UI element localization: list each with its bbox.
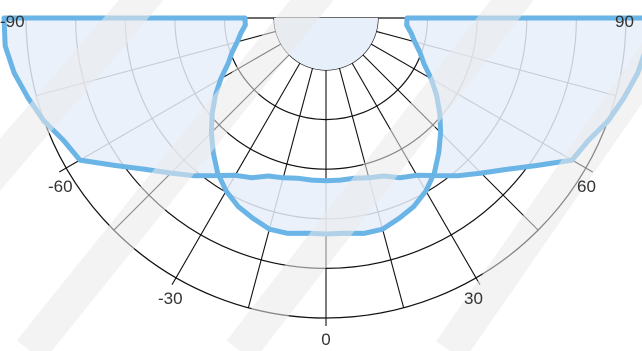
- tick-label-p30: 30: [464, 289, 483, 308]
- grid-tick: [58, 167, 67, 173]
- tick-label-p60: 60: [577, 177, 596, 196]
- tick-label-m30: -30: [158, 289, 183, 308]
- watermark-band: [0, 0, 163, 191]
- tick-label-m90: -90: [0, 12, 25, 31]
- tick-label-p90: 90: [615, 12, 634, 31]
- series-lobe: [1, 15, 642, 237]
- watermark-band: [16, 0, 334, 351]
- tick-labels: -90 -60 -30 0 30 60 90: [0, 12, 634, 349]
- tick-label-m60: -60: [48, 177, 73, 196]
- grid-tick: [171, 277, 177, 286]
- watermark-band: [436, 43, 642, 351]
- grid-spoke: [351, 62, 477, 279]
- tick-label-0: 0: [321, 330, 330, 349]
- watermark-band: [226, 0, 534, 351]
- grid-spoke: [175, 62, 301, 279]
